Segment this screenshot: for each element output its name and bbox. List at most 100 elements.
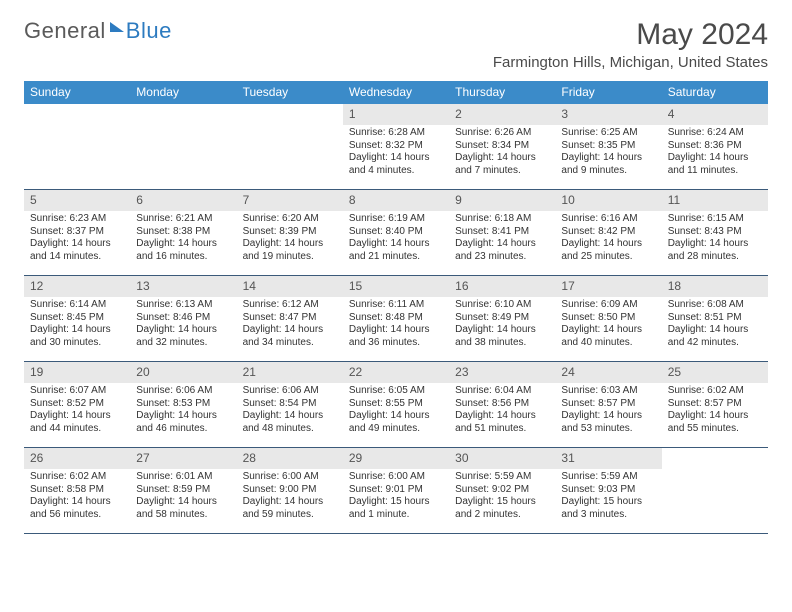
dow-tuesday: Tuesday [237, 81, 343, 104]
sunrise-text: Sunrise: 6:15 AM [668, 213, 762, 226]
day-number: 31 [555, 448, 661, 469]
day-number: 22 [343, 362, 449, 383]
week-row: 26Sunrise: 6:02 AMSunset: 8:58 PMDayligh… [24, 448, 768, 534]
daylight-text: Daylight: 14 hours and 42 minutes. [668, 324, 762, 349]
day-info: Sunrise: 6:08 AMSunset: 8:51 PMDaylight:… [662, 299, 768, 353]
daylight-text: Daylight: 14 hours and 23 minutes. [455, 238, 549, 263]
sunset-text: Sunset: 8:51 PM [668, 312, 762, 325]
triangle-icon [110, 22, 124, 32]
sunset-text: Sunset: 8:35 PM [561, 140, 655, 153]
day-info: Sunrise: 6:06 AMSunset: 8:54 PMDaylight:… [237, 385, 343, 439]
day-info: Sunrise: 6:26 AMSunset: 8:34 PMDaylight:… [449, 127, 555, 181]
daylight-text: Daylight: 14 hours and 36 minutes. [349, 324, 443, 349]
month-title: May 2024 [493, 18, 768, 52]
day-cell: 9Sunrise: 6:18 AMSunset: 8:41 PMDaylight… [449, 190, 555, 275]
sunset-text: Sunset: 8:37 PM [30, 226, 124, 239]
sunrise-text: Sunrise: 6:21 AM [136, 213, 230, 226]
sunset-text: Sunset: 8:38 PM [136, 226, 230, 239]
sunset-text: Sunset: 9:01 PM [349, 484, 443, 497]
daylight-text: Daylight: 14 hours and 32 minutes. [136, 324, 230, 349]
day-info: Sunrise: 6:00 AMSunset: 9:00 PMDaylight:… [237, 471, 343, 525]
sunset-text: Sunset: 8:32 PM [349, 140, 443, 153]
day-number: 12 [24, 276, 130, 297]
daylight-text: Daylight: 14 hours and 51 minutes. [455, 410, 549, 435]
day-cell: 31Sunrise: 5:59 AMSunset: 9:03 PMDayligh… [555, 448, 661, 533]
header: General Blue May 2024 Farmington Hills, … [0, 0, 792, 75]
location-label: Farmington Hills, Michigan, United State… [493, 54, 768, 71]
day-info: Sunrise: 6:13 AMSunset: 8:46 PMDaylight:… [130, 299, 236, 353]
day-number: 5 [24, 190, 130, 211]
day-number: 2 [449, 104, 555, 125]
day-cell: 10Sunrise: 6:16 AMSunset: 8:42 PMDayligh… [555, 190, 661, 275]
sunset-text: Sunset: 8:56 PM [455, 398, 549, 411]
day-info: Sunrise: 6:16 AMSunset: 8:42 PMDaylight:… [555, 213, 661, 267]
daylight-text: Daylight: 15 hours and 2 minutes. [455, 496, 549, 521]
sunrise-text: Sunrise: 5:59 AM [561, 471, 655, 484]
day-cell: 16Sunrise: 6:10 AMSunset: 8:49 PMDayligh… [449, 276, 555, 361]
logo: General Blue [24, 18, 172, 44]
weeks: 1 Sunrise: 6:28 AMSunset: 8:32 PM Daylight… [24, 104, 768, 534]
sunrise-text: Sunrise: 5:59 AM [455, 471, 549, 484]
day-number: 25 [662, 362, 768, 383]
sunset-text: Sunset: 8:36 PM [668, 140, 762, 153]
sunset-text: Sunset: 8:49 PM [455, 312, 549, 325]
day-cell: 23Sunrise: 6:04 AMSunset: 8:56 PMDayligh… [449, 362, 555, 447]
sunrise-text: Sunrise: 6:08 AM [668, 299, 762, 312]
day-cell: 15Sunrise: 6:11 AMSunset: 8:48 PMDayligh… [343, 276, 449, 361]
day-empty [130, 104, 236, 189]
daylight-text: Daylight: 14 hours and 34 minutes. [243, 324, 337, 349]
week-row: 19Sunrise: 6:07 AMSunset: 8:52 PMDayligh… [24, 362, 768, 448]
sunrise-text: Sunrise: 6:00 AM [349, 471, 443, 484]
day-cell: 1Sunrise: 6:28 AMSunset: 8:32 PMDaylight… [343, 104, 449, 189]
daylight-text: Daylight: 15 hours and 1 minute. [349, 496, 443, 521]
daylight-text: Daylight: 14 hours and 56 minutes. [30, 496, 124, 521]
day-number: 26 [24, 448, 130, 469]
title-block: May 2024 Farmington Hills, Michigan, Uni… [493, 18, 768, 71]
day-info: Sunrise: 6:11 AMSunset: 8:48 PMDaylight:… [343, 299, 449, 353]
sunrise-text: Sunrise: 6:23 AM [30, 213, 124, 226]
day-info: Sunrise: 6:06 AMSunset: 8:53 PMDaylight:… [130, 385, 236, 439]
day-number: 3 [555, 104, 661, 125]
daylight-text: Daylight: 15 hours and 3 minutes. [561, 496, 655, 521]
day-info: Sunrise: 6:23 AMSunset: 8:37 PMDaylight:… [24, 213, 130, 267]
sunrise-text: Sunrise: 6:01 AM [136, 471, 230, 484]
sunset-text: Sunset: 8:34 PM [455, 140, 549, 153]
sunrise-text: Sunrise: 6:28 AM [349, 127, 443, 140]
day-number: 9 [449, 190, 555, 211]
day-info: Sunrise: 6:25 AMSunset: 8:35 PMDaylight:… [555, 127, 661, 181]
day-info: Sunrise: 6:03 AMSunset: 8:57 PMDaylight:… [555, 385, 661, 439]
day-number: 17 [555, 276, 661, 297]
day-number: 21 [237, 362, 343, 383]
day-number: 19 [24, 362, 130, 383]
day-cell: 24Sunrise: 6:03 AMSunset: 8:57 PMDayligh… [555, 362, 661, 447]
day-cell: 19Sunrise: 6:07 AMSunset: 8:52 PMDayligh… [24, 362, 130, 447]
day-number: 1 [343, 104, 449, 125]
sunrise-text: Sunrise: 6:02 AM [668, 385, 762, 398]
day-cell: 29Sunrise: 6:00 AMSunset: 9:01 PMDayligh… [343, 448, 449, 533]
sunrise-text: Sunrise: 6:02 AM [30, 471, 124, 484]
day-info: Sunrise: 5:59 AMSunset: 9:03 PMDaylight:… [555, 471, 661, 525]
dow-thursday: Thursday [449, 81, 555, 104]
day-number: 27 [130, 448, 236, 469]
day-number: 23 [449, 362, 555, 383]
sunset-text: Sunset: 8:40 PM [349, 226, 443, 239]
sunset-text: Sunset: 8:43 PM [668, 226, 762, 239]
dow-sunday: Sunday [24, 81, 130, 104]
day-cell: 22Sunrise: 6:05 AMSunset: 8:55 PMDayligh… [343, 362, 449, 447]
sunrise-text: Sunrise: 6:05 AM [349, 385, 443, 398]
day-number: 16 [449, 276, 555, 297]
day-cell: 26 Sunrise: 6:02 AMSunset: 8:58 PMDayligh… [24, 448, 130, 533]
day-info: Sunrise: 6:09 AMSunset: 8:50 PMDaylight:… [555, 299, 661, 353]
day-empty [662, 448, 768, 533]
day-number: 10 [555, 190, 661, 211]
day-number: 20 [130, 362, 236, 383]
sunset-text: Sunset: 8:39 PM [243, 226, 337, 239]
day-number: 18 [662, 276, 768, 297]
daylight-text: Daylight: 14 hours and 21 minutes. [349, 238, 443, 263]
daylight-text: Daylight: 14 hours and 19 minutes. [243, 238, 337, 263]
sunset-text: Sunset: 8:58 PM [30, 484, 124, 497]
sunset-text: Sunset: 9:00 PM [243, 484, 337, 497]
day-number: 11 [662, 190, 768, 211]
daylight-text: Daylight: 14 hours and 28 minutes. [668, 238, 762, 263]
sunset-text: Sunset: 8:55 PM [349, 398, 443, 411]
